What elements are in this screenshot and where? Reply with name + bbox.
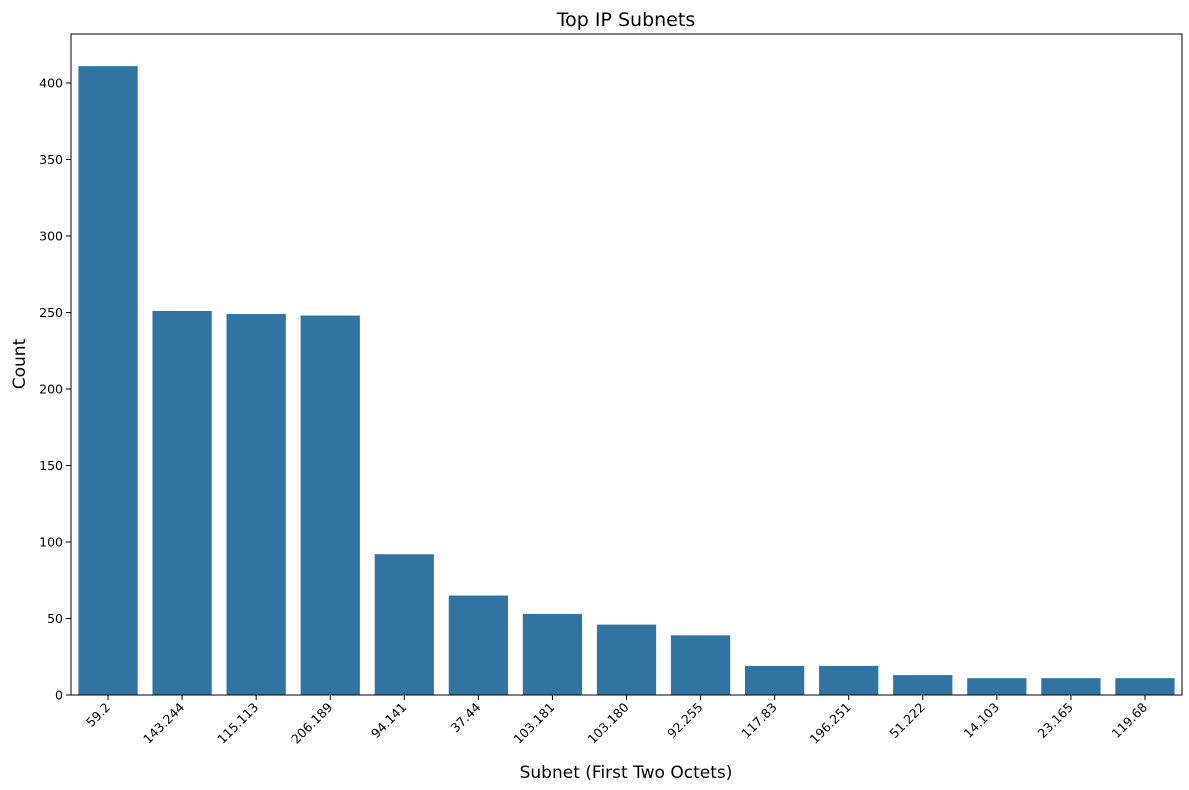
- y-tick-label: 300: [39, 228, 63, 243]
- bar-103.180: [596, 624, 657, 695]
- y-tick-label: 50: [47, 611, 63, 626]
- y-tick-label: 400: [39, 75, 63, 90]
- bar-115.113: [226, 314, 286, 695]
- y-tick-label: 100: [39, 534, 63, 549]
- y-axis-ticks: 0 50 100 150 200 250 300 350 400: [39, 75, 71, 703]
- x-tick-label: 94.141: [368, 700, 410, 742]
- y-tick-label: 200: [39, 381, 63, 396]
- x-tick-label: 115.113: [214, 700, 261, 747]
- x-tick-label: 103.181: [510, 700, 557, 747]
- bar-117.83: [745, 665, 805, 695]
- x-axis-ticks: 59.2 143.244 115.113 206.189 94.141 37.44 103.…: [83, 695, 1150, 747]
- x-tick-label: 206.189: [288, 699, 335, 746]
- bar-23.165: [1041, 678, 1101, 695]
- x-tick-label: 119.68: [1109, 699, 1151, 741]
- plot-frame: [70, 33, 1183, 696]
- chart-title: Top IP Subnets: [556, 9, 695, 31]
- x-tick-label: 117.83: [738, 700, 780, 742]
- x-tick-label: 196.251: [807, 700, 854, 747]
- x-tick-label: 23.165: [1034, 700, 1076, 742]
- bar-143.244: [152, 310, 212, 695]
- y-tick-label: 350: [39, 152, 63, 167]
- bar-37.44: [448, 595, 508, 695]
- x-tick-label: 51.222: [886, 700, 928, 742]
- y-tick-label: 250: [39, 305, 63, 320]
- x-tick-label: 37.44: [448, 699, 484, 735]
- y-tick-label: 150: [39, 458, 63, 473]
- bars-group: [78, 66, 1175, 695]
- x-tick-label: 92.255: [664, 700, 706, 742]
- bar-59.2: [78, 66, 138, 695]
- bar-103.181: [522, 613, 583, 695]
- bar-51.222: [893, 675, 953, 695]
- x-tick-label: 143.244: [140, 699, 187, 746]
- x-tick-label: 103.180: [584, 699, 631, 746]
- y-axis-label: Count: [10, 338, 30, 389]
- bar-14.103: [967, 678, 1027, 695]
- y-tick-label: 0: [55, 688, 63, 703]
- bar-206.189: [300, 315, 360, 695]
- bar-196.251: [819, 665, 879, 695]
- x-tick-label: 14.103: [960, 700, 1002, 742]
- x-axis-label: Subnet (First Two Octets): [520, 763, 733, 783]
- bar-92.255: [670, 635, 731, 695]
- bar-119.68: [1115, 678, 1175, 695]
- bar-94.141: [374, 554, 434, 695]
- x-tick-label: 59.2: [83, 700, 113, 730]
